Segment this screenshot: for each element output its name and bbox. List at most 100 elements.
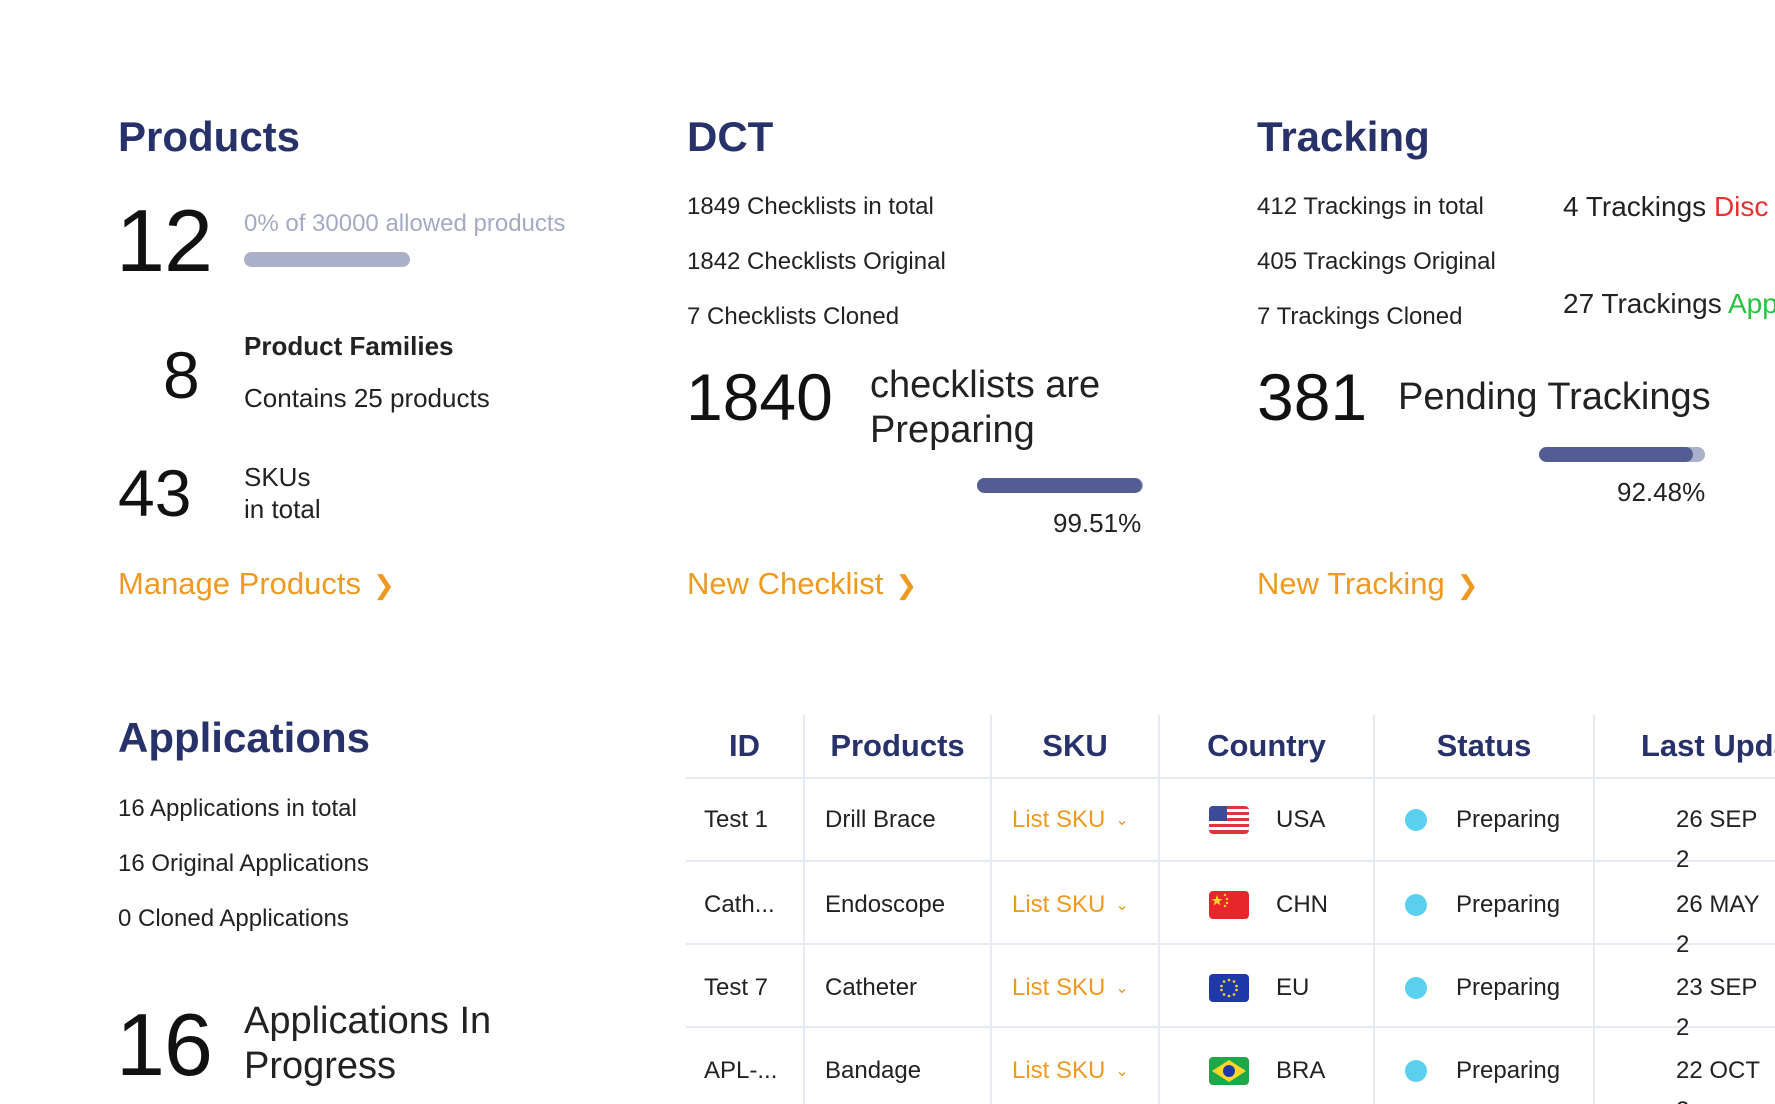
chevron-right-icon: ❯ [372, 570, 395, 600]
cell-status: Preparing [1456, 891, 1561, 918]
tracking-progress-bar-fill [1539, 447, 1693, 462]
dct-progress-bar [977, 478, 1143, 493]
flag-china-icon [1209, 891, 1249, 919]
trackings-approved-prefix: 27 Trackings [1563, 288, 1728, 319]
cell-product: Drill Brace [825, 806, 936, 833]
cell-product: Bandage [825, 1057, 922, 1084]
applications-progress-count: 16 [116, 995, 213, 1094]
new-checklist-label: New Checklist [687, 566, 884, 601]
cell-country: USA [1276, 806, 1326, 833]
manage-products-label: Manage Products [118, 566, 361, 601]
cell-last-updated: 22 OCT 2 [1676, 1057, 1760, 1104]
cell-last-updated: 26 MAY 2 [1676, 891, 1760, 958]
chevron-down-icon: ⌄ [1115, 897, 1129, 914]
header-sku[interactable]: SKU [1042, 728, 1108, 763]
list-sku-label: List SKU [1012, 974, 1106, 1001]
cell-status: Preparing [1456, 806, 1561, 833]
row-divider [686, 777, 1775, 779]
header-country[interactable]: Country [1207, 728, 1326, 763]
tracking-pending-label: Pending Trackings [1398, 376, 1711, 418]
product-families-count: 8 [163, 338, 200, 412]
applications-progress-line1: Applications In [244, 1000, 492, 1042]
dct-progress-bar-fill [977, 478, 1143, 493]
header-products[interactable]: Products [830, 728, 965, 763]
column-divider [803, 715, 805, 1104]
tracking-pending-count: 381 [1257, 360, 1368, 434]
cell-product: Endoscope [825, 891, 946, 918]
cell-country: BRA [1276, 1057, 1326, 1084]
list-sku-dropdown[interactable]: List SKU ⌄ [1012, 1051, 1129, 1091]
new-tracking-label: New Tracking [1257, 566, 1445, 601]
column-divider [1593, 715, 1595, 1104]
skus-count: 43 [118, 456, 192, 530]
dct-title: DCT [687, 113, 774, 160]
row-divider [686, 943, 1775, 945]
cell-status: Preparing [1456, 1057, 1561, 1084]
tracking-progress-bar [1539, 447, 1705, 462]
row-divider [686, 1026, 1775, 1028]
header-id[interactable]: ID [729, 728, 760, 763]
tracking-cloned: 7 Trackings Cloned [1257, 303, 1463, 330]
applications-table: ID Products SKU Country Status Last Upda… [686, 715, 1775, 1104]
dct-original: 1842 Checklists Original [687, 248, 946, 275]
new-tracking-link[interactable]: New Tracking ❯ [1257, 566, 1479, 602]
cell-id: Test 7 [704, 974, 769, 1001]
trackings-discrepancy-prefix: 4 Trackings [1563, 191, 1714, 222]
product-families-label: Product Families [244, 331, 454, 361]
header-status[interactable]: Status [1436, 728, 1532, 763]
cell-country: EU [1276, 974, 1310, 1001]
status-dot [1405, 894, 1427, 916]
applications-title: Applications [118, 714, 371, 761]
dct-preparing-line1: checklists are [870, 364, 1101, 406]
applications-progress-line2: Progress [244, 1045, 397, 1087]
cell-id: Cath... [704, 891, 775, 918]
products-title: Products [118, 113, 301, 160]
skus-line2: in total [244, 494, 321, 524]
products-allowed-bar [244, 252, 410, 267]
status-dot [1405, 809, 1427, 831]
manage-products-link[interactable]: Manage Products ❯ [118, 566, 395, 602]
chevron-down-icon: ⌄ [1115, 980, 1129, 997]
list-sku-dropdown[interactable]: List SKU ⌄ [1012, 800, 1129, 840]
cell-status: Preparing [1456, 974, 1561, 1001]
cell-country: CHN [1276, 891, 1328, 918]
row-divider [686, 860, 1775, 862]
header-last-updated[interactable]: Last Upda [1641, 728, 1775, 763]
tracking-title: Tracking [1257, 113, 1430, 160]
chevron-right-icon: ❯ [895, 570, 918, 600]
list-sku-label: List SKU [1012, 891, 1106, 918]
status-dot [1405, 977, 1427, 999]
trackings-approved: 27 Trackings App [1563, 288, 1775, 320]
cell-product: Catheter [825, 974, 918, 1001]
applications-total: 16 Applications in total [118, 795, 357, 822]
tracking-total: 412 Trackings in total [1257, 193, 1484, 220]
trackings-discrepancy: 4 Trackings Disc [1563, 191, 1768, 223]
cell-last-updated: 23 SEP 2 [1676, 974, 1757, 1041]
dct-preparing-line2: Preparing [870, 409, 1035, 451]
list-sku-label: List SKU [1012, 1057, 1106, 1084]
dct-cloned: 7 Checklists Cloned [687, 303, 900, 330]
column-divider [1158, 715, 1160, 1104]
skus-line1: SKUs [244, 462, 311, 492]
column-divider [1373, 715, 1375, 1104]
product-families-sub: Contains 25 products [244, 383, 490, 413]
applications-original: 16 Original Applications [118, 850, 369, 877]
new-checklist-link[interactable]: New Checklist ❯ [687, 566, 917, 602]
trackings-discrepancy-word: Disc [1713, 191, 1769, 222]
flag-brazil-icon [1209, 1057, 1249, 1085]
dct-preparing-count: 1840 [686, 360, 833, 434]
chevron-right-icon: ❯ [1456, 570, 1479, 600]
products-allowed-text: 0% of 30000 allowed products [244, 210, 566, 237]
column-divider [990, 715, 992, 1104]
tracking-percent: 92.48% [1617, 477, 1706, 507]
trackings-approved-word: App [1727, 288, 1775, 319]
list-sku-dropdown[interactable]: List SKU ⌄ [1012, 968, 1129, 1008]
dct-percent: 99.51% [1053, 508, 1142, 538]
flag-eu-icon [1209, 974, 1249, 1002]
products-count: 12 [116, 191, 213, 290]
list-sku-dropdown[interactable]: List SKU ⌄ [1012, 885, 1129, 925]
cell-last-updated: 26 SEP 2 [1676, 806, 1757, 873]
flag-usa-icon [1209, 806, 1249, 834]
cell-id: Test 1 [704, 806, 769, 833]
